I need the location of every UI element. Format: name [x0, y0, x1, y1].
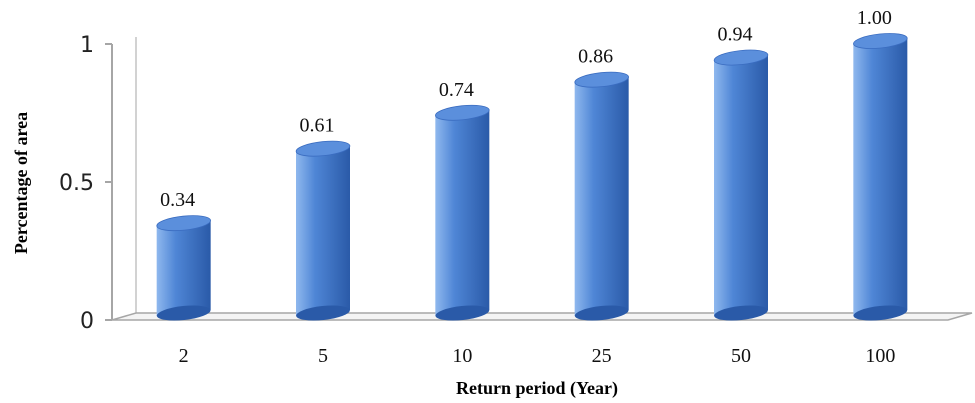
y-tick-label: 0.5	[59, 171, 94, 196]
x-tick-label: 25	[592, 345, 612, 367]
bar-body	[714, 54, 768, 317]
bar-body	[853, 38, 908, 316]
bar-top-cap	[435, 104, 490, 121]
data-label: 0.74	[439, 79, 474, 101]
bar-body	[574, 76, 629, 316]
y-axis-title: Percentage of area	[11, 112, 31, 254]
bar	[156, 215, 211, 321]
y-tick-label: 1	[80, 33, 94, 58]
bar	[574, 71, 629, 321]
bar-bottom-cap	[853, 305, 908, 321]
bar-body	[296, 145, 350, 316]
bar	[853, 33, 908, 321]
x-tick-label: 2	[179, 345, 189, 367]
bar-bottom-cap	[156, 305, 211, 321]
bar-bottom-cap	[574, 305, 629, 321]
bar-top-cap	[853, 33, 908, 49]
bar-body	[435, 109, 490, 316]
bar-top-cap	[713, 49, 769, 66]
bars	[156, 33, 908, 321]
bar	[435, 104, 490, 321]
x-tick-label: 50	[731, 345, 751, 367]
data-label: 0.94	[718, 24, 753, 46]
x-axis-floor	[111, 312, 973, 321]
data-label: 0.61	[300, 115, 335, 137]
bar-body	[156, 220, 211, 316]
x-axis-title: Return period (Year)	[456, 378, 618, 399]
bar-top-cap	[295, 140, 351, 157]
data-label: 0.34	[160, 189, 195, 211]
bar-top-cap	[574, 71, 629, 88]
bar-bottom-cap	[714, 305, 768, 321]
bar	[295, 140, 351, 321]
x-tick-label: 10	[452, 345, 472, 367]
bar-bottom-cap	[435, 305, 490, 321]
x-tick-label: 5	[318, 345, 328, 367]
bar-bottom-cap	[296, 305, 350, 321]
bar-top-cap	[156, 215, 211, 232]
data-label: 1.00	[857, 7, 892, 29]
data-labels: 0.34 0.61 0.74 0.86 0.94 1.00	[160, 7, 892, 211]
x-tick-label: 100	[865, 345, 895, 367]
data-label: 0.86	[578, 46, 613, 68]
bar	[713, 49, 769, 321]
y-tick-label: 0	[80, 309, 94, 334]
